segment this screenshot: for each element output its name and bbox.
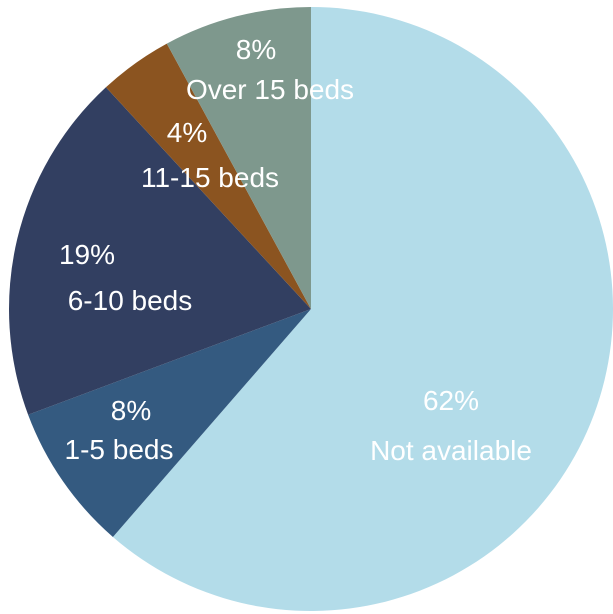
slice-percent-11-15-beds: 4% — [167, 117, 207, 148]
pie-slice-over-15-beds — [166, 6, 311, 309]
slice-percent-1-5-beds: 8% — [111, 395, 151, 426]
slice-label-11-15-beds: 4% 11-15 beds — [141, 117, 279, 193]
slice-percent-not-available: 62% — [423, 385, 479, 416]
pie-slice-1-5-beds — [28, 309, 312, 537]
pie-slice-6-10-beds — [9, 87, 312, 415]
slice-category-over-15-beds: Over 15 beds — [186, 74, 354, 105]
slice-category-1-5-beds: 1-5 beds — [65, 434, 174, 465]
pie-slices — [9, 6, 613, 612]
slice-label-1-5-beds: 8% 1-5 beds — [65, 395, 174, 465]
pie-slice-not-available — [112, 7, 613, 612]
slice-percent-6-10-beds: 19% — [59, 239, 115, 270]
slice-label-over-15-beds: 8% Over 15 beds — [186, 34, 354, 105]
slice-label-not-available: 62% Not available — [370, 385, 532, 466]
slice-percent-over-15-beds: 8% — [236, 34, 276, 65]
slice-label-6-10-beds: 19% 6-10 beds — [59, 239, 192, 316]
slice-category-6-10-beds: 6-10 beds — [68, 285, 193, 316]
slice-category-not-available: Not available — [370, 435, 532, 466]
pie-slice-11-15-beds — [105, 43, 311, 309]
slice-category-11-15-beds: 11-15 beds — [141, 162, 279, 193]
